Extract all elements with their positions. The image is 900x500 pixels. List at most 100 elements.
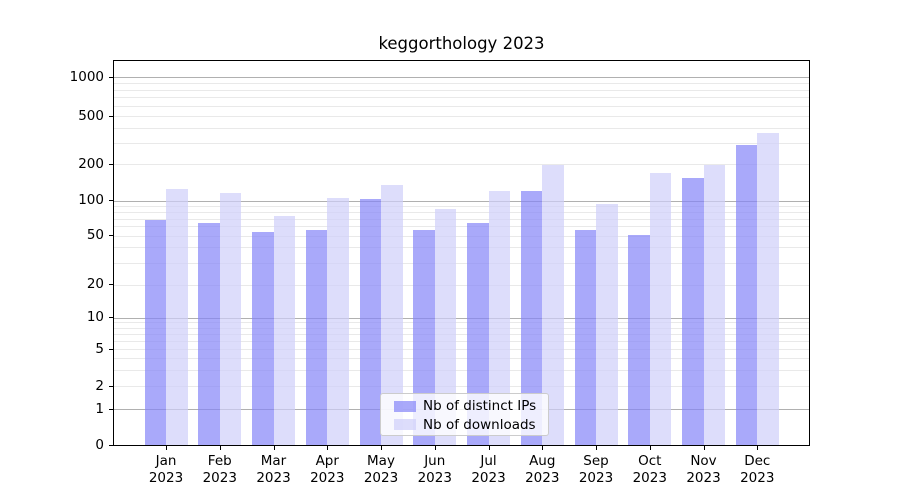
x-tick-mark: [596, 446, 597, 450]
bar-nb-of-distinct-ips-jul: [467, 223, 489, 446]
gridline-minor: [114, 235, 809, 237]
x-tick-mark: [542, 446, 544, 450]
gridline-minor: [114, 211, 809, 213]
gridline-minor: [114, 105, 809, 107]
y-tick-mark: [109, 200, 113, 201]
bar-nb-of-distinct-ips-dec: [735, 144, 758, 446]
gridline-minor: [114, 142, 809, 144]
x-tick-label-jun: Jun 2023: [417, 453, 452, 486]
bar-nb-of-distinct-ips-aug: [520, 190, 543, 446]
y-tick-mark: [109, 163, 113, 165]
gridline-minor: [114, 369, 809, 371]
y-tick-label: 2: [95, 377, 104, 394]
chart-title: keggorthology 2023: [378, 34, 545, 53]
x-tick-mark: [381, 446, 382, 450]
bar-nb-of-downloads-aug: [542, 165, 564, 446]
bar-nb-of-distinct-ips-jan: [144, 219, 166, 446]
legend-swatch-downloads: [394, 419, 416, 431]
gridline-minor: [114, 333, 809, 335]
gridline-minor: [114, 386, 809, 387]
x-tick-label-jan: Jan 2023: [148, 453, 184, 486]
x-tick-mark: [703, 446, 705, 450]
legend-label: Nb of downloads: [423, 416, 536, 433]
y-tick-mark: [109, 284, 113, 285]
x-tick-mark: [166, 446, 167, 450]
y-tick-label: 200: [78, 155, 104, 172]
y-tick-mark: [109, 317, 113, 318]
y-tick-mark: [109, 76, 113, 78]
x-tick-mark: [434, 446, 436, 450]
gridline-minor: [114, 322, 809, 324]
y-tick-label: 1: [95, 400, 104, 417]
x-tick-label-feb: Feb 2023: [202, 453, 237, 486]
y-tick-mark: [109, 408, 113, 410]
gridline-major: [114, 317, 809, 319]
legend-swatch-distinct-ips: [394, 400, 416, 412]
x-tick-label-aug: Aug 2023: [525, 453, 560, 486]
x-tick-mark: [327, 446, 329, 450]
bar-nb-of-distinct-ips-sep: [574, 229, 596, 446]
bar-nb-of-distinct-ips-nov: [682, 178, 704, 446]
y-tick-label: 0: [95, 437, 104, 453]
y-tick-mark: [109, 348, 113, 350]
y-tick-label: 500: [78, 107, 104, 124]
bar-nb-of-downloads-jun: [434, 208, 457, 446]
bar-nb-of-distinct-ips-jun: [413, 229, 435, 446]
x-tick-mark: [219, 446, 221, 450]
bar-nb-of-distinct-ips-oct: [628, 234, 650, 446]
y-tick-label: 50: [86, 227, 104, 243]
y-tick-mark: [109, 385, 113, 387]
x-tick-mark: [757, 446, 759, 450]
legend-label: Nb of distinct IPs: [423, 398, 537, 415]
x-tick-label-sep: Sep 2023: [578, 453, 614, 486]
bar-nb-of-downloads-jul: [488, 190, 510, 446]
y-tick-mark: [109, 235, 113, 236]
y-tick-label: 1000: [69, 68, 104, 85]
x-tick-label-dec: Dec 2023: [740, 453, 775, 486]
bar-nb-of-distinct-ips-apr: [305, 229, 328, 446]
gridline-minor: [114, 89, 809, 91]
gridline-major: [114, 77, 809, 78]
y-tick-label: 20: [86, 276, 104, 292]
legend-item-distinct-ips: Nb of distinct IPs: [381, 397, 548, 416]
gridline-minor: [114, 349, 809, 350]
gridline-minor: [114, 82, 809, 84]
gridline-minor: [114, 97, 809, 99]
gridline-major: [114, 200, 809, 202]
y-tick-label: 100: [78, 192, 104, 208]
bar-nb-of-downloads-nov: [703, 164, 725, 446]
y-tick-mark: [109, 115, 113, 117]
x-tick-label-nov: Nov 2023: [686, 453, 721, 486]
bar-nb-of-downloads-jan: [166, 189, 188, 446]
bar-nb-of-downloads-oct: [649, 172, 672, 446]
x-tick-mark: [488, 446, 490, 450]
x-tick-mark: [649, 446, 651, 450]
x-tick-label-jul: Jul 2023: [471, 453, 506, 486]
gridline-minor: [114, 127, 809, 129]
legend: Nb of distinct IPs Nb of downloads: [380, 393, 549, 436]
gridline-minor: [114, 358, 809, 359]
x-tick-mark: [273, 446, 275, 450]
bar-nb-of-downloads-mar: [273, 216, 295, 446]
gridline-minor: [114, 205, 809, 207]
gridline-minor: [114, 262, 809, 264]
y-tick-mark: [109, 445, 113, 446]
gridline-minor: [114, 340, 809, 342]
gridline-minor: [114, 218, 809, 220]
gridline-minor: [114, 327, 809, 329]
bar-nb-of-distinct-ips-may: [359, 199, 381, 446]
x-tick-label-mar: Mar 2023: [256, 453, 291, 486]
bar-nb-of-distinct-ips-mar: [252, 231, 274, 446]
bar-nb-of-downloads-may: [381, 185, 403, 446]
bar-nb-of-downloads-apr: [327, 197, 349, 446]
bar-nb-of-downloads-sep: [596, 204, 618, 446]
legend-item-downloads: Nb of downloads: [381, 416, 548, 435]
gridline-minor: [114, 284, 809, 286]
bar-nb-of-downloads-feb: [219, 193, 242, 446]
gridline-minor: [114, 116, 809, 117]
y-tick-label: 5: [95, 340, 104, 357]
gridline-minor: [114, 247, 809, 249]
gridline-minor: [114, 226, 809, 228]
x-tick-label-apr: Apr 2023: [310, 453, 345, 486]
